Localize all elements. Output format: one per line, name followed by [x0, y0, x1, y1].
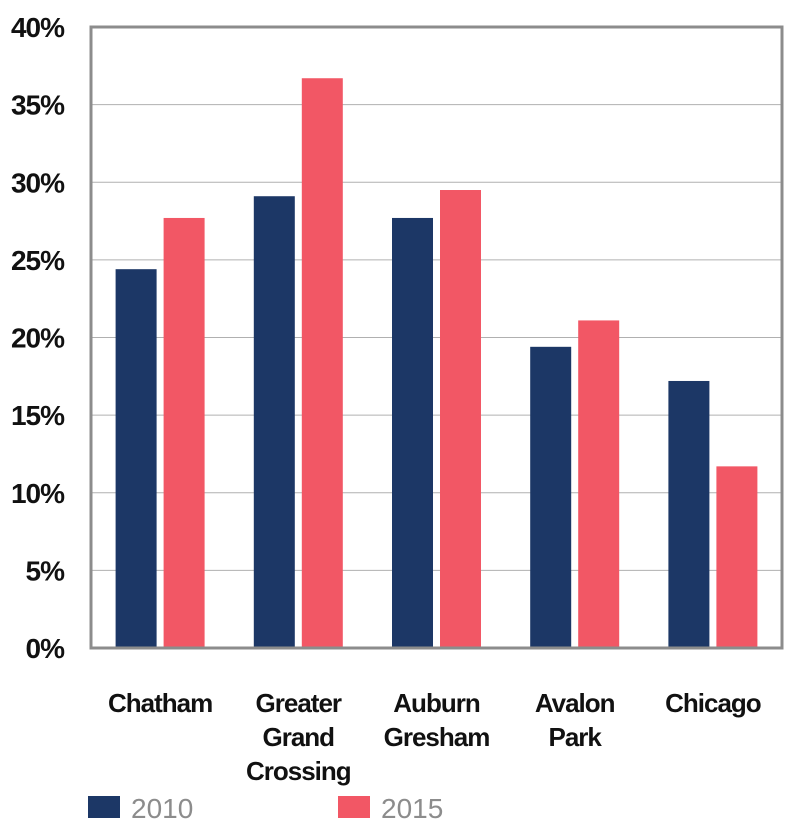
x-category-label: Chicago [665, 688, 761, 718]
y-tick-label: 30% [11, 167, 65, 198]
bar-2010-1 [253, 196, 295, 648]
y-tick-label: 0% [26, 633, 66, 664]
bar-2015-2 [440, 190, 481, 648]
legend-swatch-2015 [338, 796, 370, 818]
y-tick-label: 20% [11, 323, 65, 354]
x-category-label: Avalon Park [535, 688, 615, 752]
bar-2010-0 [115, 269, 157, 648]
y-tick-label: 15% [11, 400, 65, 431]
y-tick-label: 40% [11, 12, 65, 43]
x-category-label: Chatham [108, 688, 212, 718]
x-category-label: Greater Grand Crossing [246, 688, 351, 786]
bar-2015-4 [716, 466, 758, 648]
bar-2010-3 [530, 346, 572, 648]
bar-2015-3 [578, 320, 620, 648]
y-tick-label: 5% [26, 555, 66, 586]
y-tick-label: 35% [11, 90, 65, 121]
legend: 2010 2015 [88, 793, 443, 824]
legend-label-2010: 2010 [131, 793, 193, 824]
bar-2010-4 [668, 380, 710, 648]
y-axis-tick-labels: 0% 5% 10% 15% 20% 25% 30% 35% 40% [11, 12, 66, 664]
plot-frame [89, 25, 784, 650]
legend-swatch-2010 [88, 796, 120, 818]
bars [115, 78, 758, 649]
y-tick-label: 25% [11, 245, 65, 276]
bar-2010-2 [392, 217, 433, 648]
y-tick-label: 10% [11, 478, 65, 509]
x-axis-category-labels: Chatham Greater Grand Crossing Auburn Gresham… [108, 688, 762, 786]
bar-2015-0 [163, 217, 205, 648]
bar-2015-1 [301, 78, 343, 649]
x-category-label: Auburn Gresham [384, 688, 490, 752]
legend-label-2015: 2015 [381, 793, 443, 824]
gridlines [91, 104, 782, 571]
